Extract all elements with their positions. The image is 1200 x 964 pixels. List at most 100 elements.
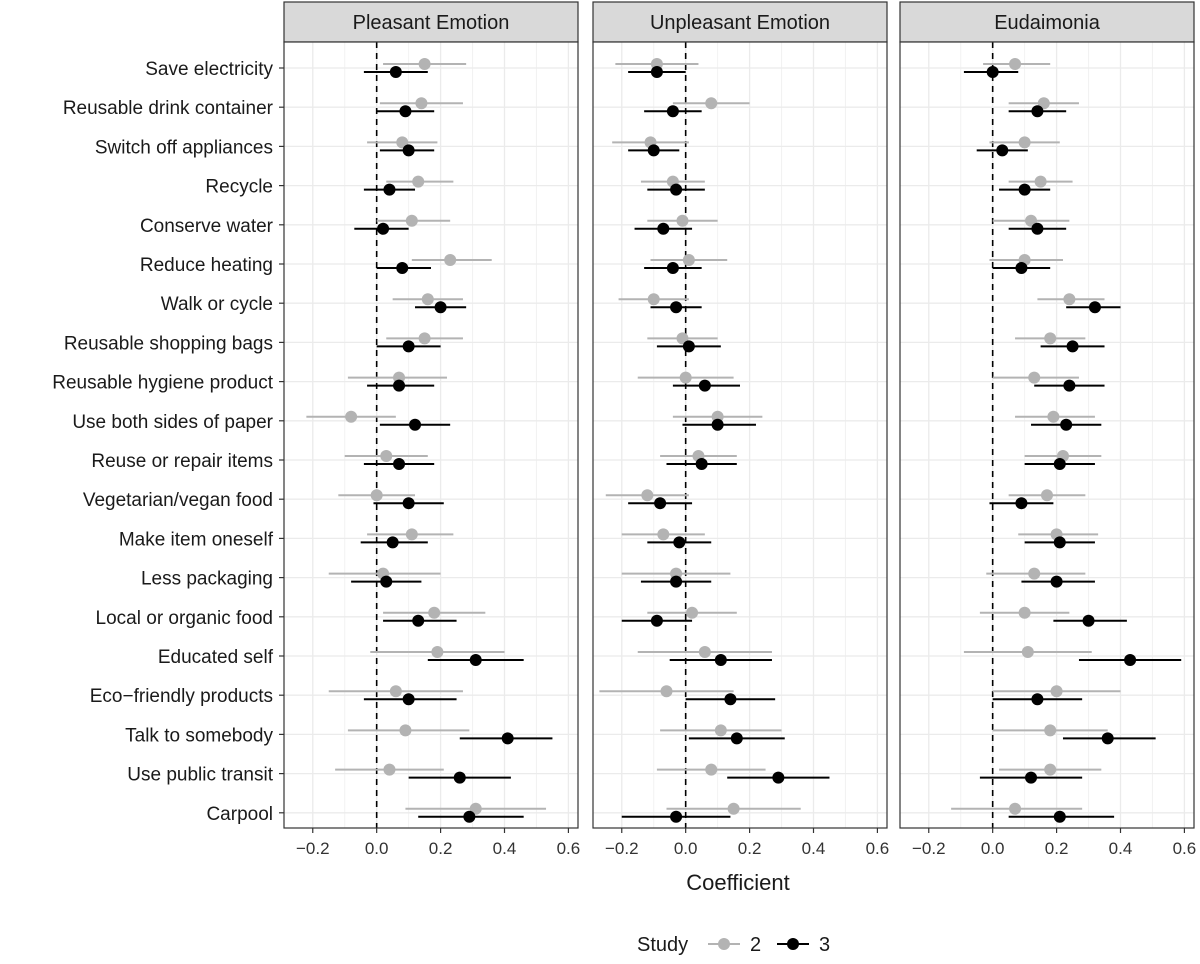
x-tick-label: 0.0 — [365, 839, 389, 858]
x-axis-title: Coefficient — [686, 870, 790, 895]
point-study-3 — [1031, 105, 1044, 118]
point-study-3 — [383, 183, 396, 196]
category-label: Use both sides of paper — [72, 412, 273, 433]
point-study-3 — [393, 458, 406, 470]
point-study-3 — [1053, 536, 1066, 549]
point-study-2 — [679, 371, 692, 384]
point-study-2 — [396, 136, 409, 149]
point-study-2 — [660, 685, 673, 698]
point-study-3 — [434, 301, 447, 314]
point-study-3 — [386, 536, 399, 549]
point-study-3 — [1101, 732, 1114, 745]
point-study-2 — [1047, 410, 1060, 423]
point-study-3 — [1015, 497, 1028, 510]
panel-border — [283, 41, 579, 829]
point-study-2 — [405, 214, 418, 227]
panel-strip-label: Pleasant Emotion — [353, 12, 510, 34]
point-study-3 — [986, 66, 999, 78]
point-study-3 — [501, 732, 514, 745]
panel-strip-label: Unpleasant Emotion — [650, 12, 830, 34]
point-study-3 — [1018, 183, 1031, 196]
point-study-2 — [418, 332, 431, 345]
point-study-3 — [1082, 614, 1095, 627]
point-study-3 — [399, 105, 412, 118]
category-label: Reuse or repair items — [91, 451, 273, 472]
category-label: Make item oneself — [119, 529, 274, 550]
panel-2: Eudaimonia −0.2 0.0 0.2 0.4 0.6 — [899, 1, 1197, 858]
point-study-2 — [1044, 724, 1057, 737]
category-labels: Save electricity Reusable drink container… — [52, 59, 284, 825]
point-study-2 — [370, 489, 383, 502]
point-study-3 — [393, 379, 406, 392]
point-study-3 — [654, 497, 667, 510]
point-study-3 — [396, 262, 409, 274]
panel-border — [592, 41, 888, 829]
point-study-3 — [673, 536, 686, 549]
point-study-2 — [418, 58, 431, 70]
point-study-3 — [402, 497, 415, 510]
category-label: Talk to somebody — [125, 725, 273, 746]
point-study-2 — [428, 606, 441, 619]
point-study-3 — [402, 693, 415, 706]
point-study-3 — [380, 575, 393, 588]
x-tick-label: −0.2 — [605, 839, 639, 858]
point-study-2 — [647, 293, 660, 306]
panel-strip — [592, 1, 888, 43]
point-study-2 — [1037, 97, 1050, 110]
point-study-2 — [444, 254, 457, 266]
point-study-3 — [1031, 222, 1044, 235]
point-study-3 — [1031, 693, 1044, 706]
category-label: Walk or cycle — [161, 294, 273, 315]
point-study-3 — [650, 66, 663, 78]
category-label: Local or organic food — [96, 608, 273, 629]
point-study-3 — [409, 418, 422, 431]
point-study-3 — [1053, 458, 1066, 470]
point-study-3 — [996, 144, 1009, 157]
panel-strip — [283, 1, 579, 43]
category-label: Vegetarian/vegan food — [83, 490, 273, 511]
legend: Study 2 3 — [637, 934, 830, 956]
x-tick-label: 0.4 — [802, 839, 826, 858]
panel-0: Pleasant Emotion −0.2 0.0 0.2 0.4 0.6 — [283, 1, 581, 858]
category-label: Reduce heating — [140, 255, 273, 276]
x-tick-label: 0.6 — [557, 839, 581, 858]
category-label: Carpool — [206, 804, 273, 825]
point-study-2 — [641, 489, 654, 502]
point-study-2 — [682, 254, 695, 266]
x-tick-label: 0.0 — [981, 839, 1005, 858]
point-study-2 — [1009, 802, 1022, 815]
chart-panels: Pleasant Emotion −0.2 0.0 0.2 0.4 0.6 Unpleasa… — [283, 1, 1197, 858]
x-tick-label: 0.6 — [866, 839, 890, 858]
category-label: Reusable hygiene product — [52, 373, 273, 394]
category-label: Save electricity — [145, 59, 273, 80]
point-study-3 — [1063, 379, 1076, 392]
point-study-3 — [412, 614, 425, 627]
category-label: Use public transit — [127, 765, 273, 786]
point-study-2 — [1028, 371, 1041, 384]
panel-strip-label: Eudaimonia — [994, 12, 1101, 34]
point-study-2 — [1009, 58, 1022, 70]
point-study-3 — [695, 458, 708, 470]
x-tick-label: 0.2 — [429, 839, 453, 858]
x-tick-label: 0.2 — [1045, 839, 1069, 858]
point-study-2 — [657, 528, 670, 541]
point-study-3 — [698, 379, 711, 392]
x-tick-label: 0.0 — [674, 839, 698, 858]
point-study-3 — [1053, 810, 1066, 823]
point-study-2 — [705, 97, 718, 110]
point-study-3 — [1066, 340, 1079, 353]
category-label: Reusable drink container — [63, 98, 274, 119]
point-study-2 — [1018, 606, 1031, 619]
point-study-3 — [469, 654, 482, 666]
x-tick-label: 0.4 — [1109, 839, 1133, 858]
x-tick-label: 0.2 — [738, 839, 762, 858]
point-study-3 — [666, 105, 679, 118]
point-study-2 — [1025, 214, 1038, 227]
point-study-2 — [1044, 763, 1057, 776]
x-tick-label: 0.6 — [1173, 839, 1197, 858]
panel-background — [900, 42, 1194, 828]
point-study-3 — [453, 771, 466, 784]
point-study-2 — [698, 646, 711, 658]
panel-background — [593, 42, 887, 828]
